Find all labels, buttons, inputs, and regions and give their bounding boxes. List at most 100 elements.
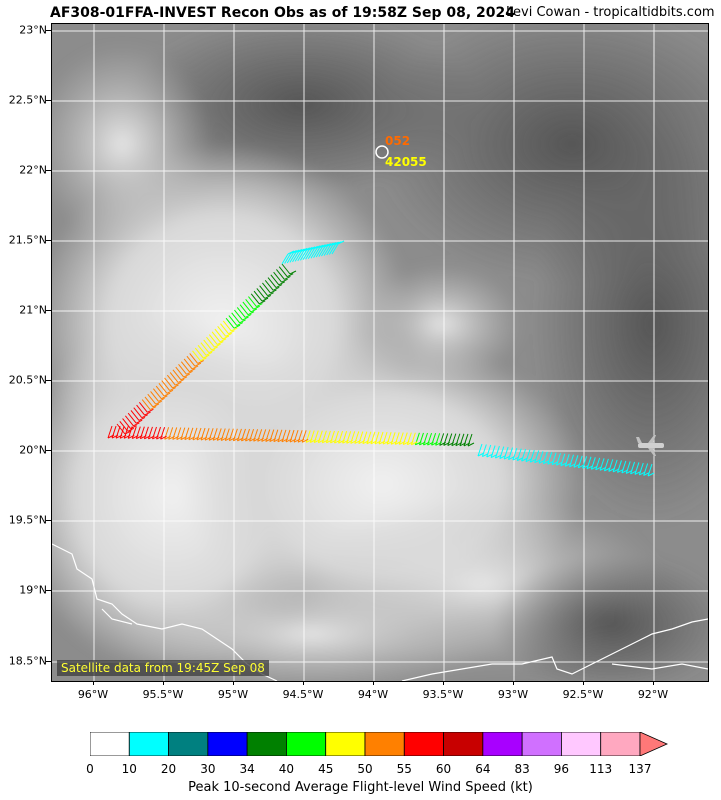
colorbar-tick-label: 60: [435, 762, 452, 776]
wind-barb: [617, 460, 622, 473]
wind-barb-flag: [330, 439, 337, 444]
wind-barb: [326, 244, 334, 256]
wind-barb-flag: [212, 436, 220, 441]
lon-tick: [583, 680, 584, 685]
wind-barb: [481, 444, 487, 457]
wind-barb: [494, 445, 500, 459]
wind-barb-flag: [625, 469, 633, 474]
wind-barb: [206, 336, 215, 348]
wind-barb-flag: [270, 289, 277, 294]
wind-barb: [569, 454, 575, 467]
wind-barb: [281, 263, 291, 275]
wind-barb-flag: [512, 456, 520, 461]
wind-barb: [239, 304, 249, 315]
buoy-circle-icon[interactable]: [375, 145, 389, 159]
map-canvas: [52, 24, 708, 681]
wind-barb-flag: [311, 245, 318, 250]
colorbar-segment: [521, 732, 562, 756]
buoy-id: 42055: [385, 155, 427, 169]
lon-tick: [653, 680, 654, 685]
wind-barb-flag: [630, 470, 637, 475]
wind-barb-flag: [141, 414, 149, 419]
lon-label: 92°W: [637, 688, 669, 701]
wind-barb: [116, 423, 126, 435]
colorbar-segment: [561, 732, 602, 756]
wind-barb-flag: [573, 463, 581, 468]
wind-barb: [144, 396, 154, 408]
colorbar-tick-label: 20: [160, 762, 177, 776]
wind-barb: [595, 457, 601, 471]
wind-barb: [621, 460, 627, 474]
colorbar-title: Peak 10-second Average Flight-level Wind…: [188, 780, 533, 795]
wind-barb-flag: [249, 437, 256, 442]
wind-barb-flag: [216, 436, 224, 441]
wind-barb-flag: [297, 438, 305, 443]
wind-barb-flag: [305, 438, 313, 443]
colorbar-tick-label: 0: [86, 762, 94, 776]
lat-label: 22.5°N: [8, 93, 47, 107]
wind-barb-flag: [503, 455, 511, 460]
lat-tick: [46, 661, 51, 662]
wind-barb-flag: [188, 436, 196, 441]
wind-barb: [276, 269, 285, 280]
lat-tick: [46, 100, 51, 101]
wind-barb-flag: [382, 440, 390, 445]
wind-barb-flag: [208, 436, 216, 441]
wind-barb-flag: [164, 435, 171, 440]
wind-barb: [603, 458, 609, 472]
wind-barb-flag: [447, 442, 454, 446]
wind-barb-flag: [281, 438, 289, 443]
wind-barb: [630, 461, 636, 475]
wind-barb: [538, 451, 544, 464]
wind-barb-flag: [200, 436, 208, 441]
wind-barb-flag: [284, 275, 291, 280]
wind-barb: [166, 374, 176, 386]
wind-barb-flag: [378, 440, 386, 445]
wind-barb: [124, 415, 134, 427]
wind-barb: [281, 253, 289, 265]
wind-barb: [217, 326, 227, 337]
wind-barb-flag: [180, 376, 188, 381]
wind-barb-flag: [486, 453, 493, 458]
wind-barb: [270, 274, 280, 286]
wind-barb-flag: [394, 440, 402, 445]
wind-barb-flag: [319, 244, 326, 249]
wind-barb: [236, 307, 246, 318]
wind-barb: [119, 420, 129, 432]
wind-barb-flag: [245, 313, 252, 318]
wind-barb-flag: [508, 456, 515, 461]
wind-barb-flag: [127, 427, 135, 432]
wind-barb-flag: [293, 438, 301, 443]
wind-barb: [172, 369, 182, 381]
lat-tick: [46, 310, 51, 311]
wind-barb-flag: [362, 440, 370, 445]
wind-barb-flag: [107, 434, 115, 439]
wind-barb-flag: [189, 368, 196, 373]
lon-tick: [303, 680, 304, 685]
wind-barb-flag: [370, 440, 378, 445]
wind-barb: [542, 451, 548, 464]
wind-barb-flag: [334, 439, 341, 444]
wind-barb-flag: [211, 346, 218, 351]
colorbar-tick-label: 34: [239, 762, 255, 776]
wind-barb-flag: [326, 439, 333, 444]
wind-barb: [305, 249, 313, 260]
wind-barb: [147, 393, 157, 405]
wind-barb-flag: [407, 441, 414, 446]
lon-tick: [513, 680, 514, 685]
wind-barb: [486, 444, 492, 458]
wind-barb-flag: [423, 441, 430, 446]
wind-barb-flag: [499, 455, 507, 460]
wind-barb: [175, 366, 185, 378]
wind-barb: [231, 312, 241, 324]
satellite-map[interactable]: 052 42055 Satellite data from 19:45Z Sep…: [51, 23, 709, 682]
wind-barb: [248, 296, 257, 307]
wind-barb-flag: [390, 440, 398, 445]
wind-barb-flag: [269, 438, 277, 443]
wind-barb-flag: [245, 437, 252, 442]
colorbar-segment: [128, 732, 169, 756]
wind-barb: [321, 245, 328, 257]
wind-barb-flag: [439, 441, 446, 446]
wind-barb-flag: [569, 463, 576, 468]
wind-barb: [155, 385, 165, 397]
